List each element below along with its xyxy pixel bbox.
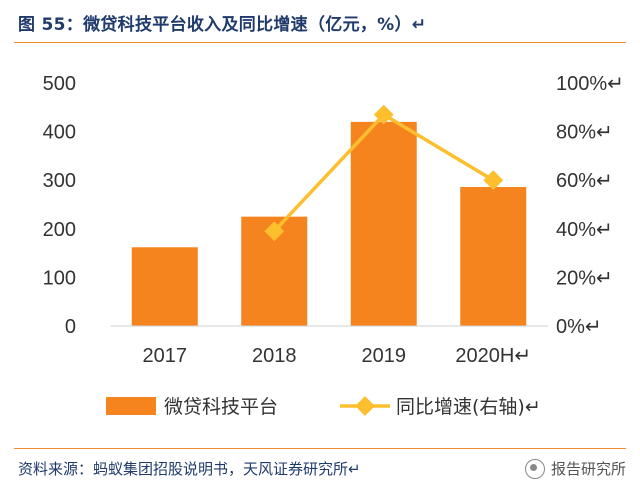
bottom-rule bbox=[14, 448, 626, 449]
right-tick-label: 60%↵ bbox=[556, 170, 613, 192]
bar bbox=[460, 187, 527, 326]
left-tick-label: 500 bbox=[43, 73, 76, 95]
left-axis-ticks: 500 400 300 200 100 0 bbox=[43, 73, 76, 338]
watermark-text: 报告研究所 bbox=[550, 460, 626, 478]
legend-bar-swatch bbox=[106, 397, 156, 415]
figure-title: 图 55：微贷科技平台收入及同比增速（亿元，%）↵ bbox=[18, 15, 427, 35]
legend-bar-label: 微贷科技平台 bbox=[164, 396, 278, 418]
chart: 500 400 300 200 100 0 100%↵ 80%↵ 60%↵ 40%↵ 20%↵ 0%… bbox=[43, 73, 624, 418]
bar bbox=[131, 247, 198, 326]
left-tick-label: 100 bbox=[43, 267, 76, 289]
watermark: 报告研究所 bbox=[524, 458, 626, 479]
line-marker bbox=[264, 221, 285, 242]
x-tick-label: 2018 bbox=[252, 345, 297, 367]
right-tick-label: 80%↵ bbox=[556, 122, 613, 144]
wechat-icon bbox=[524, 458, 545, 479]
right-tick-label: 100%↵ bbox=[556, 73, 624, 95]
x-axis-ticks: 2017 2018 2019 2020H↵ bbox=[143, 345, 532, 367]
source-note: 资料来源：蚂蚁集团招股说明书，天风证券研究所↵ bbox=[18, 460, 361, 478]
line-series bbox=[264, 104, 504, 242]
legend: 微贷科技平台 同比增速(右轴)↵ bbox=[106, 396, 541, 418]
left-tick-label: 400 bbox=[43, 122, 76, 144]
x-tick-label: 2017 bbox=[143, 345, 188, 367]
x-tick-label: 2019 bbox=[362, 345, 407, 367]
right-tick-label: 40%↵ bbox=[556, 219, 613, 241]
x-tick-label: 2020H↵ bbox=[455, 345, 531, 367]
left-tick-label: 0 bbox=[65, 316, 76, 338]
right-tick-label: 0%↵ bbox=[556, 316, 602, 338]
line-marker bbox=[483, 170, 504, 191]
bar-series bbox=[131, 121, 527, 326]
legend-line-marker bbox=[355, 396, 375, 416]
left-tick-label: 200 bbox=[43, 219, 76, 241]
line-marker bbox=[373, 104, 394, 125]
right-tick-label: 20%↵ bbox=[556, 267, 613, 289]
top-rule bbox=[14, 42, 626, 43]
bar bbox=[350, 121, 417, 326]
left-tick-label: 300 bbox=[43, 170, 76, 192]
right-axis-ticks: 100%↵ 80%↵ 60%↵ 40%↵ 20%↵ 0%↵ bbox=[556, 73, 624, 338]
legend-line-label: 同比增速(右轴)↵ bbox=[396, 396, 541, 418]
